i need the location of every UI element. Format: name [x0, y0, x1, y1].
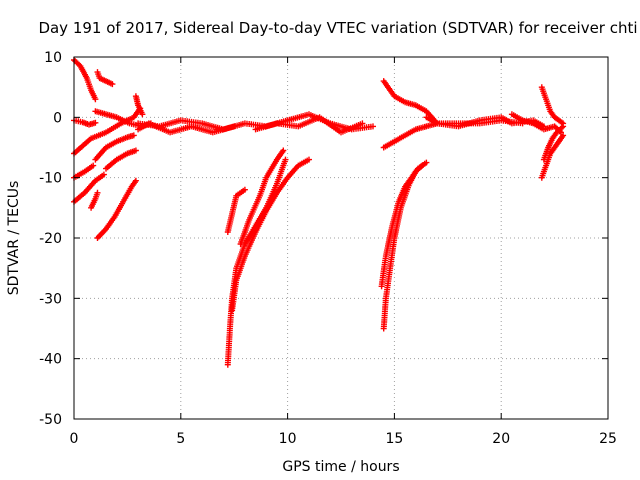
y-tick-label: -20 [39, 231, 62, 247]
x-tick-label: 10 [279, 431, 297, 447]
y-tick-label: 10 [44, 50, 62, 66]
y-tick-label: -50 [39, 412, 62, 428]
series-arc-j [229, 156, 312, 314]
x-tick-label: 25 [599, 431, 617, 447]
x-axis-label: GPS time / hours [282, 459, 399, 475]
series-arc-q [508, 111, 564, 136]
x-tick-label: 5 [176, 431, 185, 447]
y-tick-label: -30 [39, 291, 62, 307]
series-arc-a [71, 57, 116, 103]
series-arc-r [538, 84, 567, 127]
chart-title: Day 191 of 2017, Sidereal Day-to-day VTE… [38, 19, 637, 37]
axis-ticks: 0 5 10 15 20 25 -50 -40 -30 -20 -10 0 10 [39, 50, 617, 447]
data-markers [71, 57, 567, 368]
x-tick-label: 15 [385, 431, 403, 447]
series-arc-k [224, 147, 287, 247]
series-arc-s [538, 132, 567, 181]
series-arc-o [380, 117, 526, 151]
y-axis-label: SDTVAR / TECUs [6, 181, 22, 296]
y-tick-label: 0 [53, 110, 62, 126]
x-tick-label: 20 [492, 431, 510, 447]
series-arc-h [135, 114, 366, 136]
series-arc-f [88, 177, 139, 241]
grid [74, 57, 608, 419]
x-tick-label: 0 [70, 431, 79, 447]
y-tick-label: -10 [39, 171, 62, 187]
series-arc-m [378, 159, 430, 290]
y-tick-label: -40 [39, 352, 62, 368]
series-arc-t [540, 123, 567, 163]
